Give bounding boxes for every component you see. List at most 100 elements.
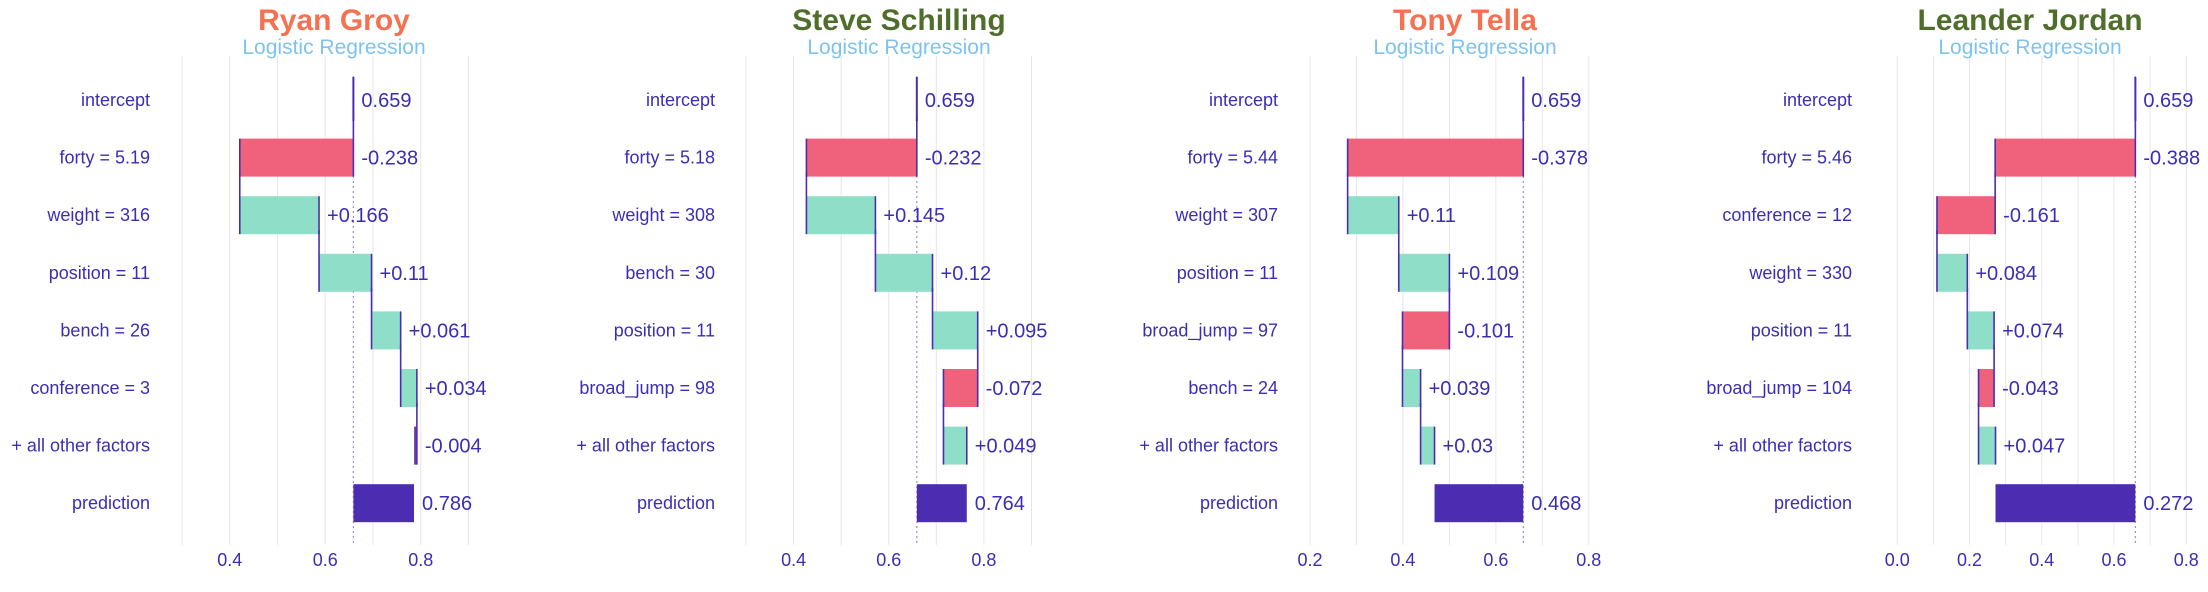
value-label: +0.049 — [975, 436, 1037, 458]
row-label: broad_jump = 97 — [1142, 320, 1278, 341]
contribution-bar — [1936, 253, 1968, 292]
prediction-bar — [1434, 484, 1524, 523]
value-label: -0.378 — [1531, 148, 1588, 170]
value-label: +0.03 — [1443, 436, 1494, 458]
row-label: prediction — [1774, 493, 1852, 513]
x-tick-label: 0.4 — [781, 550, 806, 570]
contribution-bar — [1402, 369, 1421, 407]
contribution-bar — [806, 196, 876, 235]
row-label: + all other factors — [11, 436, 150, 456]
row-label: forty = 5.44 — [1187, 148, 1278, 168]
value-label: -0.238 — [361, 148, 418, 170]
x-tick-label: 0.8 — [971, 550, 996, 570]
contribution-bar — [319, 253, 372, 292]
chart-title: Leander Jordan — [1917, 4, 2142, 37]
row-label: intercept — [646, 90, 715, 110]
row-label: forty = 5.46 — [1761, 148, 1852, 168]
x-tick-label: 0.8 — [408, 550, 433, 570]
contribution-bar — [1398, 253, 1450, 292]
row-label: position = 11 — [1751, 320, 1852, 340]
value-label: +0.11 — [380, 263, 429, 285]
contribution-bar — [806, 138, 917, 177]
row-label: weight = 316 — [46, 205, 150, 225]
value-label: 0.468 — [1531, 493, 1581, 515]
contribution-bar — [1978, 426, 1996, 465]
row-label: conference = 3 — [30, 378, 150, 398]
x-tick-label: 0.0 — [1885, 550, 1910, 570]
chart-subtitle: Logistic Regression — [807, 36, 990, 59]
x-tick-label: 0.6 — [876, 550, 901, 570]
row-label: intercept — [81, 90, 150, 110]
contribution-bar — [943, 369, 978, 407]
value-label: +0.061 — [409, 320, 471, 342]
row-label: broad_jump = 104 — [1706, 378, 1852, 399]
value-label: +0.109 — [1457, 263, 1519, 285]
row-label: position = 11 — [49, 263, 150, 283]
x-tick-label: 0.2 — [1297, 550, 1322, 570]
contribution-bar — [1420, 426, 1435, 465]
value-label: 0.659 — [361, 90, 411, 112]
row-label: weight = 330 — [1748, 263, 1852, 283]
value-label: -0.072 — [986, 378, 1043, 400]
chart-subtitle: Logistic Regression — [1938, 36, 2121, 59]
value-label: -0.161 — [2003, 205, 2060, 227]
contribution-bar — [1978, 369, 1995, 407]
row-label: forty = 5.18 — [624, 148, 715, 168]
chart-subtitle: Logistic Regression — [1373, 36, 1556, 59]
row-label: weight = 307 — [1174, 205, 1278, 225]
contribution-bar — [875, 253, 933, 292]
value-label: 0.659 — [925, 90, 975, 112]
row-label: bench = 26 — [60, 320, 150, 340]
row-label: bench = 24 — [1188, 378, 1278, 398]
chart-title: Ryan Groy — [258, 4, 410, 37]
contribution-bar — [1347, 138, 1524, 177]
contribution-bar — [1936, 196, 1996, 235]
value-label: +0.166 — [327, 205, 389, 227]
chart-subtitle: Logistic Regression — [242, 36, 425, 59]
row-label: bench = 30 — [625, 263, 715, 283]
x-tick-label: 0.2 — [1957, 550, 1982, 570]
row-label: position = 11 — [614, 320, 715, 340]
x-tick-label: 0.6 — [313, 550, 338, 570]
value-label: +0.047 — [2004, 436, 2066, 458]
value-label: +0.145 — [883, 205, 945, 227]
chart-title: Steve Schilling — [792, 4, 1005, 37]
value-label: -0.004 — [425, 436, 482, 458]
value-label: -0.388 — [2143, 148, 2200, 170]
x-tick-label: 0.4 — [1390, 550, 1415, 570]
x-tick-label: 0.8 — [2174, 550, 2199, 570]
x-tick-label: 0.4 — [217, 550, 242, 570]
value-label: 0.764 — [975, 493, 1025, 515]
value-label: +0.034 — [425, 378, 487, 400]
row-label: prediction — [637, 493, 715, 513]
contribution-bar — [943, 426, 967, 465]
value-label: +0.084 — [1975, 263, 2037, 285]
contribution-bar — [1347, 196, 1399, 235]
row-label: conference = 12 — [1722, 205, 1852, 225]
x-tick-label: 0.6 — [2102, 550, 2127, 570]
row-label: broad_jump = 98 — [579, 378, 715, 399]
contribution-bar — [239, 196, 320, 235]
value-label: +0.095 — [986, 320, 1048, 342]
x-tick-label: 0.8 — [1576, 550, 1601, 570]
prediction-bar — [353, 484, 415, 523]
chart-title: Tony Tella — [1393, 4, 1537, 37]
row-label: position = 11 — [1177, 263, 1278, 283]
row-label: + all other factors — [1713, 436, 1852, 456]
row-label: + all other factors — [1139, 436, 1278, 456]
contribution-bar — [414, 426, 417, 465]
value-label: 0.272 — [2143, 493, 2193, 515]
row-label: + all other factors — [576, 436, 715, 456]
value-label: 0.659 — [2143, 90, 2193, 112]
value-label: +0.074 — [2002, 320, 2064, 342]
contribution-bar — [1967, 311, 1995, 350]
contribution-bar — [1995, 138, 2136, 177]
row-label: forty = 5.19 — [59, 148, 150, 168]
row-label: prediction — [72, 493, 150, 513]
value-label: 0.786 — [422, 493, 472, 515]
